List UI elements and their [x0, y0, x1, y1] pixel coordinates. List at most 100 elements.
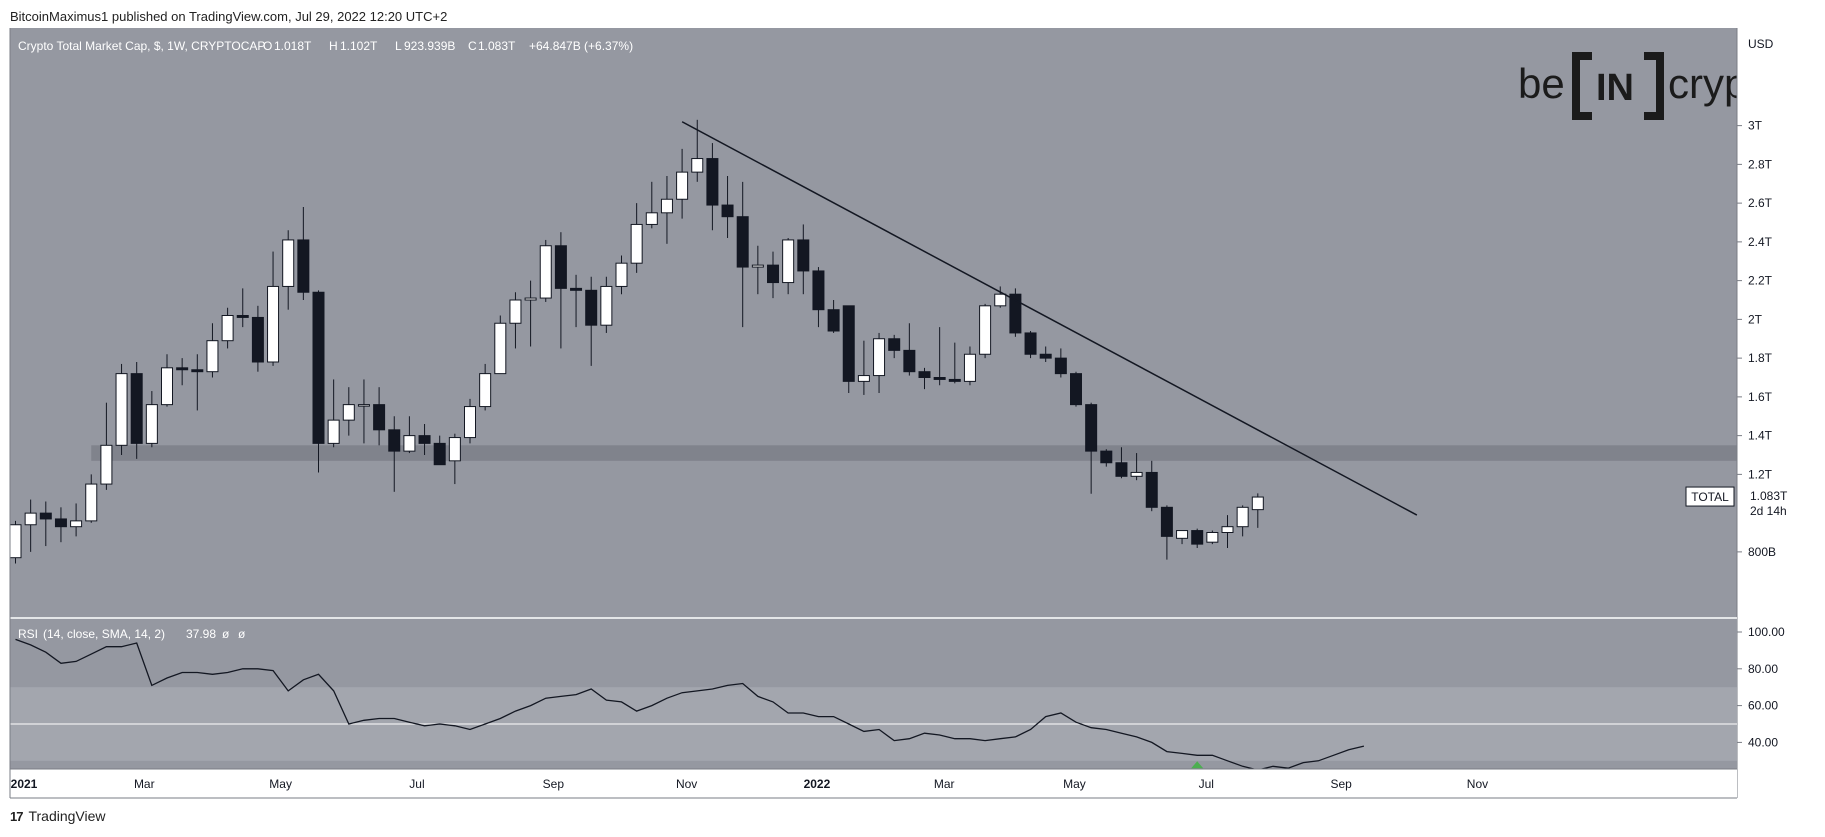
bear-candle — [54, 518, 67, 528]
bear-candle — [130, 373, 143, 444]
bear-candle — [1039, 353, 1052, 359]
support-zone — [91, 445, 1737, 461]
bear-candle — [312, 291, 325, 444]
bear-candle — [1070, 373, 1082, 406]
bear-candle — [1009, 293, 1022, 334]
bull-candle — [282, 239, 295, 287]
descending-trendline[interactable] — [681, 121, 1418, 516]
price-tick-label: 1.2T — [1748, 467, 1773, 481]
ohlc-change: +64.847B (+6.37%) — [529, 39, 633, 53]
price-tag-symbol: TOTAL — [1691, 490, 1729, 504]
rsi-legend: RSI (14, close, SMA, 14, 2) 37.98 ø ø — [18, 627, 246, 641]
currency-label: USD — [1748, 37, 1774, 51]
bull-candle — [539, 245, 552, 299]
bull-candle — [873, 338, 886, 377]
bull-candle — [691, 158, 704, 173]
bull-candle — [994, 293, 1007, 307]
bear-candle — [918, 371, 931, 378]
bull-candle — [327, 419, 340, 444]
bull-candle — [24, 512, 37, 526]
rsi-value: 37.98 — [186, 627, 216, 641]
price-axis-ticks: 3T 2.8T 2.6T 2.4T 2.2T 2T 1.8T 1.6T 1.4T 1.2T 800B — [1737, 119, 1776, 559]
price-tick-label: 2.2T — [1748, 274, 1773, 288]
bear-candle — [585, 289, 598, 326]
time-tick-label: 2021 — [11, 777, 38, 791]
bull-candle — [464, 406, 476, 439]
bear-candle — [1160, 506, 1173, 537]
price-tick-label: 2.6T — [1748, 196, 1773, 210]
bull-candle — [161, 367, 173, 406]
bull-candle — [963, 353, 976, 382]
rsi-axis-ticks: 100.00 80.00 60.00 40.00 — [1737, 625, 1785, 749]
bear-candle — [373, 404, 386, 431]
bull-candle — [857, 375, 870, 382]
bull-candle — [342, 404, 355, 421]
price-pane[interactable] — [10, 28, 1737, 626]
price-tag-countdown: 2d 14h — [1750, 504, 1787, 518]
bull-candle — [357, 404, 370, 407]
bear-candle — [554, 245, 567, 289]
bull-candle — [494, 322, 507, 375]
logo-text-in: IN — [1596, 67, 1634, 109]
bull-candle — [100, 444, 113, 485]
bear-candle — [933, 377, 946, 380]
bull-candle — [145, 404, 158, 444]
price-axis[interactable] — [1737, 28, 1825, 798]
price-tick-label: 1.6T — [1748, 390, 1773, 404]
bear-candle — [721, 204, 734, 218]
bull-candle — [751, 264, 764, 268]
bear-candle — [827, 309, 840, 332]
price-legend: Crypto Total Market Cap, $, 1W, CRYPTOCA… — [18, 39, 633, 53]
rsi-bullish-signal-arrow — [1191, 761, 1204, 769]
bear-candle — [948, 378, 961, 382]
time-tick-label: May — [269, 777, 292, 791]
bull-candle — [1206, 532, 1219, 543]
bull-candle — [615, 262, 628, 287]
bear-candle — [1115, 462, 1128, 477]
bear-candle — [251, 316, 264, 363]
time-tick-label: Jul — [409, 777, 424, 791]
bear-candle — [191, 369, 204, 373]
bull-candle — [630, 223, 643, 264]
bear-candle — [812, 270, 825, 311]
bull-candle — [1130, 471, 1143, 477]
bull-candle — [221, 315, 234, 342]
bull-candle — [115, 373, 128, 446]
ohlc-open-key: O — [263, 39, 272, 53]
symbol-title: Crypto Total Market Cap, $, 1W, CRYPTOCA… — [18, 39, 265, 53]
time-tick-label: Mar — [934, 777, 955, 791]
bear-candle — [736, 216, 749, 268]
bear-candle — [903, 349, 916, 373]
rsi-tick-label: 80.00 — [1748, 662, 1778, 676]
bull-candle — [403, 435, 416, 452]
bull-candle — [645, 212, 658, 225]
bear-candle — [1100, 450, 1113, 464]
bull-candle — [1176, 530, 1189, 539]
time-tick-label: Mar — [134, 777, 155, 791]
bear-candle — [297, 239, 310, 293]
bear-candle — [842, 305, 855, 382]
time-tick-label: 2022 — [804, 777, 831, 791]
logo-bracket-right — [1644, 52, 1664, 120]
ohlc-close-key: C — [468, 39, 477, 53]
ohlc-high-key: H — [329, 39, 338, 53]
candles-layer — [9, 119, 1264, 564]
time-tick-label: May — [1063, 777, 1086, 791]
bear-candle — [888, 338, 901, 351]
current-price-tag[interactable]: TOTAL 1.083T 2d 14h — [1685, 486, 1822, 521]
rsi-extra-1: ø — [222, 627, 230, 641]
bear-candle — [39, 512, 52, 520]
price-tick-label: 2.8T — [1748, 157, 1773, 171]
bear-candle — [706, 158, 719, 206]
time-axis[interactable] — [10, 769, 1737, 798]
logo-bracket-left — [1572, 52, 1592, 120]
rsi-params: (14, close, SMA, 14, 2) — [43, 627, 165, 641]
bull-candle — [70, 520, 83, 528]
time-tick-label: Nov — [1467, 777, 1488, 791]
bear-candle — [1085, 404, 1098, 452]
price-tick-label: 2.4T — [1748, 235, 1773, 249]
bull-candle — [448, 437, 461, 462]
price-tick-label: 800B — [1748, 545, 1776, 559]
ohlc-open: 1.018T — [274, 39, 312, 53]
